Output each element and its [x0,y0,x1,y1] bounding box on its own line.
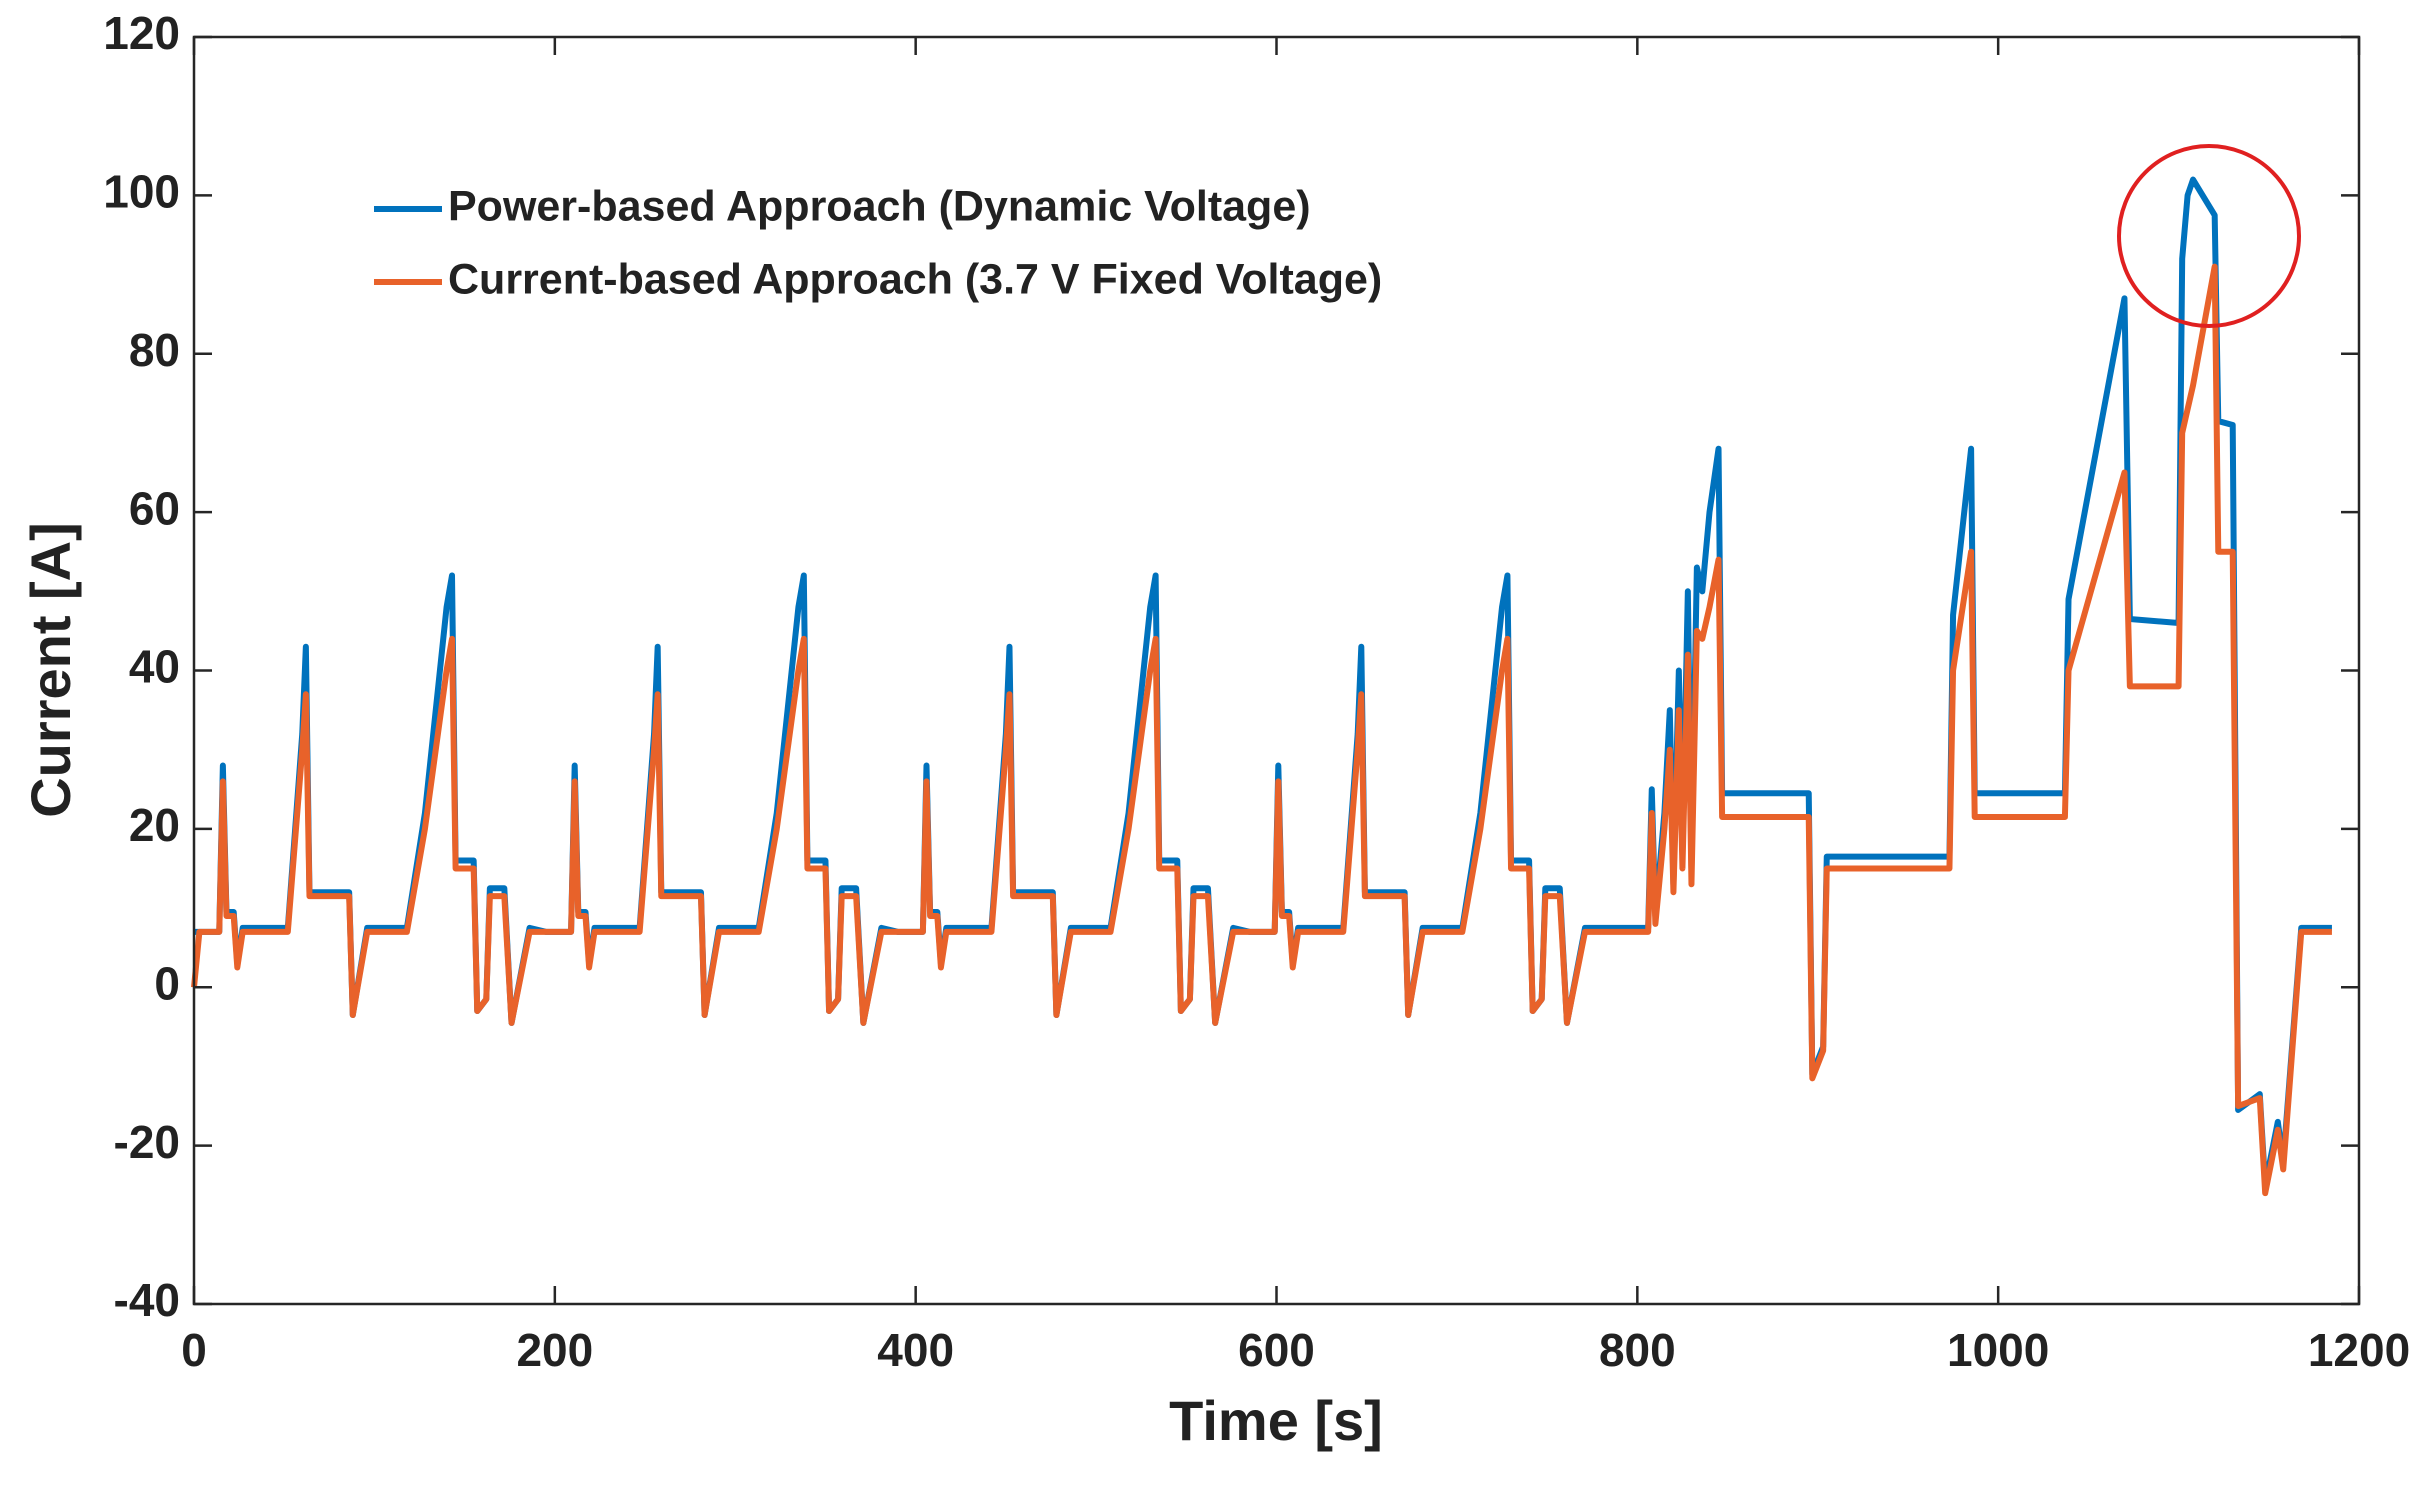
y-tick-label: 80 [129,324,180,376]
x-tick-label: 0 [181,1324,207,1376]
y-tick-label: 60 [129,482,180,534]
series-line [194,176,2332,1189]
x-tick-label: 600 [1238,1324,1315,1376]
x-tick-label: 1000 [1947,1324,2049,1376]
y-tick-label: 40 [129,641,180,693]
y-tick-label: 0 [154,957,180,1009]
x-tick-label: 200 [516,1324,593,1376]
y-tick-label: 100 [103,166,180,218]
y-tick-label: -40 [114,1274,180,1326]
x-tick-label: 1200 [2308,1324,2410,1376]
x-tick-label: 400 [877,1324,954,1376]
y-tick-label: -20 [114,1116,180,1168]
y-tick-label: 120 [103,7,180,59]
y-tick-label: 20 [129,799,180,851]
legend-label: Power-based Approach (Dynamic Voltage) [448,182,1311,230]
series-line [191,263,2332,1197]
y-axis-label: Current [A] [19,522,82,818]
x-tick-label: 800 [1599,1324,1676,1376]
highlight-circle [2117,144,2301,328]
x-axis-label: Time [s] [1169,1389,1383,1452]
legend-label: Current-based Approach (3.7 V Fixed Volt… [448,255,1382,303]
